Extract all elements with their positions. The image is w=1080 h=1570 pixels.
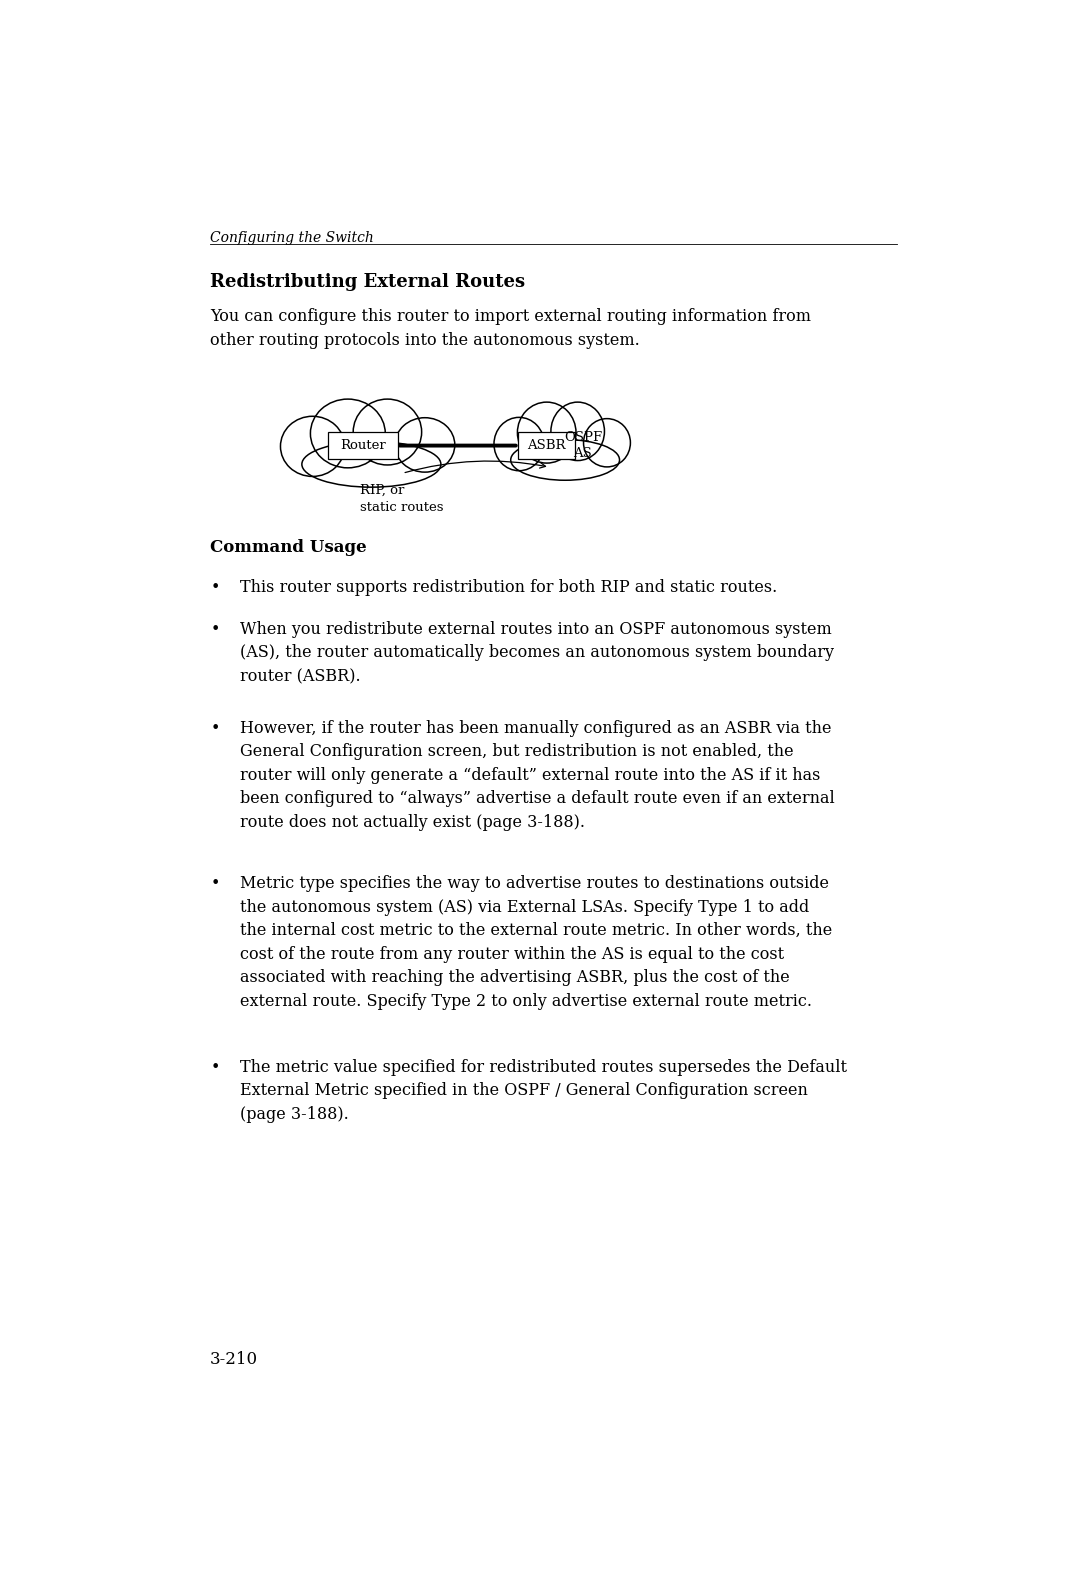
Ellipse shape bbox=[301, 441, 441, 487]
Ellipse shape bbox=[583, 419, 631, 466]
Ellipse shape bbox=[310, 399, 386, 468]
Text: Configuring the Switch: Configuring the Switch bbox=[211, 231, 374, 245]
Text: ASBR: ASBR bbox=[527, 440, 566, 452]
Text: Metric type specifies the way to advertise routes to destinations outside
the au: Metric type specifies the way to adverti… bbox=[240, 874, 832, 1010]
Ellipse shape bbox=[511, 440, 620, 480]
Text: When you redistribute external routes into an OSPF autonomous system
(AS), the r: When you redistribute external routes in… bbox=[240, 622, 834, 685]
Text: •: • bbox=[211, 622, 219, 637]
Ellipse shape bbox=[551, 402, 605, 460]
Ellipse shape bbox=[517, 402, 576, 463]
FancyBboxPatch shape bbox=[517, 432, 576, 458]
Text: OSPF
AS: OSPF AS bbox=[564, 432, 602, 460]
Text: •: • bbox=[211, 719, 219, 736]
Text: You can configure this router to import external routing information from
other : You can configure this router to import … bbox=[211, 308, 811, 349]
Ellipse shape bbox=[353, 399, 421, 465]
Text: •: • bbox=[211, 874, 219, 892]
Ellipse shape bbox=[494, 418, 544, 471]
FancyBboxPatch shape bbox=[328, 432, 397, 458]
Text: This router supports redistribution for both RIP and static routes.: This router supports redistribution for … bbox=[240, 579, 777, 595]
Text: The metric value specified for redistributed routes supersedes the Default
Exter: The metric value specified for redistrib… bbox=[240, 1058, 847, 1123]
Text: •: • bbox=[211, 579, 219, 595]
Ellipse shape bbox=[395, 418, 455, 473]
Text: However, if the router has been manually configured as an ASBR via the
General C: However, if the router has been manually… bbox=[240, 719, 835, 831]
Text: Redistributing External Routes: Redistributing External Routes bbox=[211, 273, 525, 290]
Text: Command Usage: Command Usage bbox=[211, 539, 367, 556]
Text: •: • bbox=[211, 1058, 219, 1075]
Text: 3-210: 3-210 bbox=[211, 1352, 258, 1367]
Text: Router: Router bbox=[340, 440, 386, 452]
Text: RIP, or
static routes: RIP, or static routes bbox=[360, 484, 443, 513]
Ellipse shape bbox=[281, 416, 345, 476]
